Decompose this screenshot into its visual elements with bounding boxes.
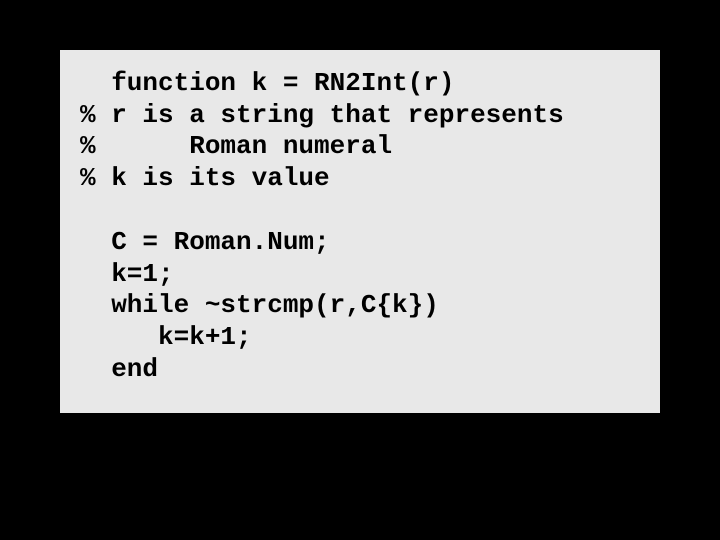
- blank-line: [60, 195, 660, 227]
- code-line: % r is a string that represents: [60, 100, 660, 132]
- code-line: while ~strcmp(r,C{k}): [60, 290, 660, 322]
- code-line: end: [60, 354, 660, 386]
- code-line: function k = RN2Int(r): [60, 68, 660, 100]
- code-line: C = Roman.Num;: [60, 227, 660, 259]
- code-line: k=k+1;: [60, 322, 660, 354]
- code-block: function k = RN2Int(r) % r is a string t…: [60, 50, 660, 413]
- code-line: % k is its value: [60, 163, 660, 195]
- code-line: % Roman numeral: [60, 131, 660, 163]
- code-line: k=1;: [60, 259, 660, 291]
